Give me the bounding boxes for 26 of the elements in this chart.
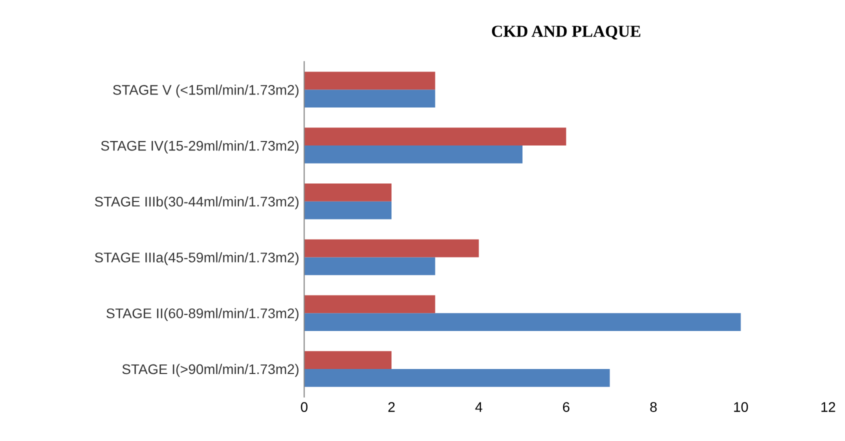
bar (304, 90, 436, 108)
bar (304, 146, 522, 164)
x-tick-label: 2 (388, 402, 395, 412)
y-tick-label: STAGE I(>90ml/min/1.73m2) (122, 364, 298, 377)
bar (304, 295, 436, 314)
x-tick-label: 12 (821, 402, 836, 412)
y-tick-label: STAGE II(60-89ml/min/1.73m2) (106, 308, 298, 322)
bar (304, 239, 479, 258)
x-tick-label: 10 (734, 402, 748, 412)
x-tick-label: 0 (300, 402, 308, 412)
y-tick-label: STAGE IV(15-29ml/min/1.73m2) (101, 140, 298, 154)
bar (304, 128, 566, 146)
y-tick-label: STAGE IIIb(30-44ml/min/1.73m2) (94, 196, 298, 210)
x-tick-label: 6 (562, 402, 570, 412)
y-tick-label: STAGE V (<15ml/min/1.73m2) (113, 84, 298, 98)
bar (304, 257, 436, 276)
x-tick-label: 4 (475, 402, 482, 412)
bar (304, 184, 392, 202)
bar (304, 72, 436, 90)
bar (304, 313, 741, 331)
bar (304, 351, 392, 369)
y-tick-label: STAGE IIIa(45-59ml/min/1.73m2) (94, 252, 298, 266)
x-tick-label: 8 (650, 402, 657, 412)
bar (304, 201, 392, 220)
chart-title: CKD AND PLAQUE (492, 26, 640, 40)
bar (304, 368, 610, 387)
